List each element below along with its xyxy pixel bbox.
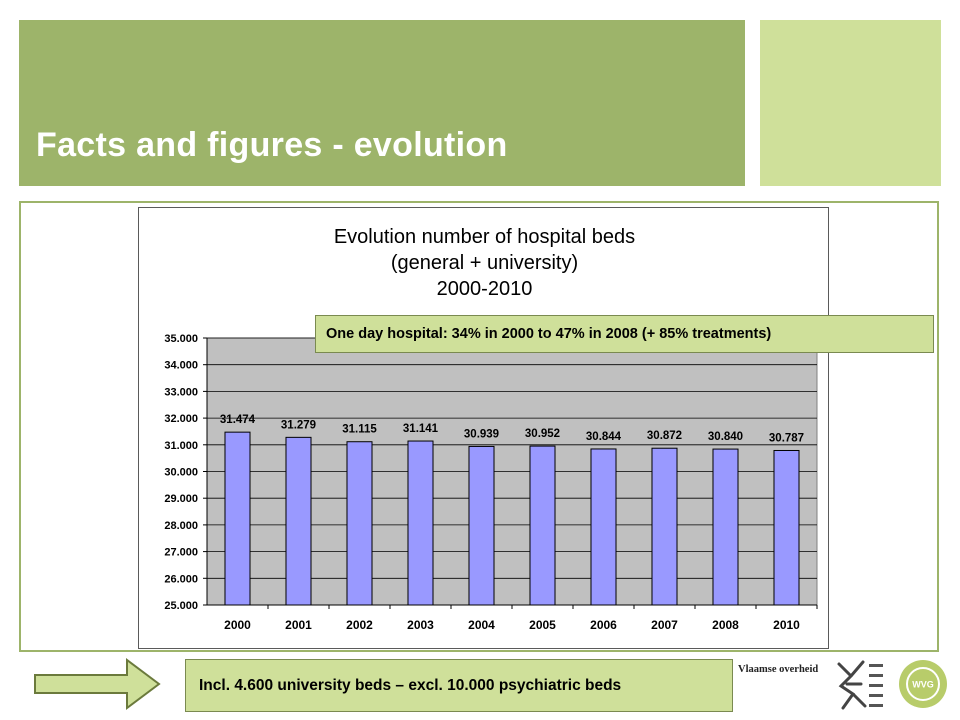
y-tick-label: 32.000: [164, 413, 198, 425]
y-tick-label: 30.000: [164, 467, 198, 479]
title-band: [19, 20, 745, 186]
vlaamse-overheid-logo: Vlaamse overheid: [738, 664, 819, 675]
bar-2001: [285, 436, 312, 606]
bar-2000: [224, 431, 251, 606]
y-tick-label: 33.000: [164, 386, 198, 398]
x-tick-label: 2007: [651, 618, 678, 632]
data-label: 30.872: [647, 430, 682, 442]
data-label: 31.115: [342, 424, 377, 436]
y-tick-label: 35.000: [164, 333, 198, 345]
x-tick-label: 2005: [529, 618, 556, 632]
accent-band: [760, 20, 941, 186]
x-tick-label: 2000: [224, 618, 251, 632]
bar-2007: [651, 447, 678, 606]
right-arrow-icon: [34, 658, 161, 710]
x-tick-label: 2006: [590, 618, 617, 632]
chart-title: Evolution number of hospital beds (gener…: [139, 224, 830, 302]
one-day-hospital-callout: One day hospital: 34% in 2000 to 47% in …: [315, 315, 934, 353]
wvg-logo-text: WVG: [912, 680, 934, 690]
bar-2003: [407, 440, 434, 606]
data-label: 31.279: [281, 419, 316, 431]
bar-chart: 25.000 26.000 27.000 28.000 29.000 30.000 31.0…: [164, 333, 818, 632]
y-tick-label: 25.000: [164, 600, 198, 612]
x-tick-label: 2002: [346, 618, 373, 632]
data-label: 30.787: [769, 432, 804, 444]
x-tick-label: 2003: [407, 618, 434, 632]
bar-2004: [468, 445, 495, 606]
x-tick-label: 2010: [773, 618, 800, 632]
data-label: 30.952: [525, 428, 560, 440]
chart-title-line-1: Evolution number of hospital beds: [333, 226, 636, 248]
chart-title-line-3: 2000-2010: [436, 278, 533, 300]
x-tick-label: 2004: [468, 618, 495, 632]
chart-title-line-2: (general + university): [390, 252, 579, 274]
chart-container: 25.000 26.000 27.000 28.000 29.000 30.000 31.0…: [138, 207, 829, 649]
y-tick-label: 29.000: [164, 493, 198, 505]
x-tick-label: 2008: [712, 618, 739, 632]
y-tick-label: 31.000: [164, 440, 198, 452]
y-tick-label: 28.000: [164, 520, 198, 532]
y-tick-label: 27.000: [164, 547, 198, 559]
footnote-box: Incl. 4.600 university beds – excl. 10.0…: [185, 659, 733, 712]
flemish-lion-icon: [837, 660, 883, 710]
data-label: 31.474: [220, 414, 256, 426]
wvg-logo: WVG: [899, 660, 947, 708]
content-frame: [19, 201, 939, 652]
x-tick-label: 2001: [285, 618, 312, 632]
bar-2008: [712, 448, 739, 606]
data-label: 30.939: [464, 428, 499, 440]
bar-2010: [773, 449, 800, 606]
y-tick-label: 34.000: [164, 360, 198, 372]
data-label: 30.840: [708, 431, 743, 443]
bar-2005: [529, 445, 556, 606]
data-label: 30.844: [586, 431, 622, 443]
data-label: 31.141: [403, 423, 439, 435]
bar-2006: [590, 448, 617, 606]
bar-2002: [346, 441, 373, 606]
slide-title: Facts and figures - evolution: [36, 126, 508, 164]
y-tick-label: 26.000: [164, 573, 198, 585]
